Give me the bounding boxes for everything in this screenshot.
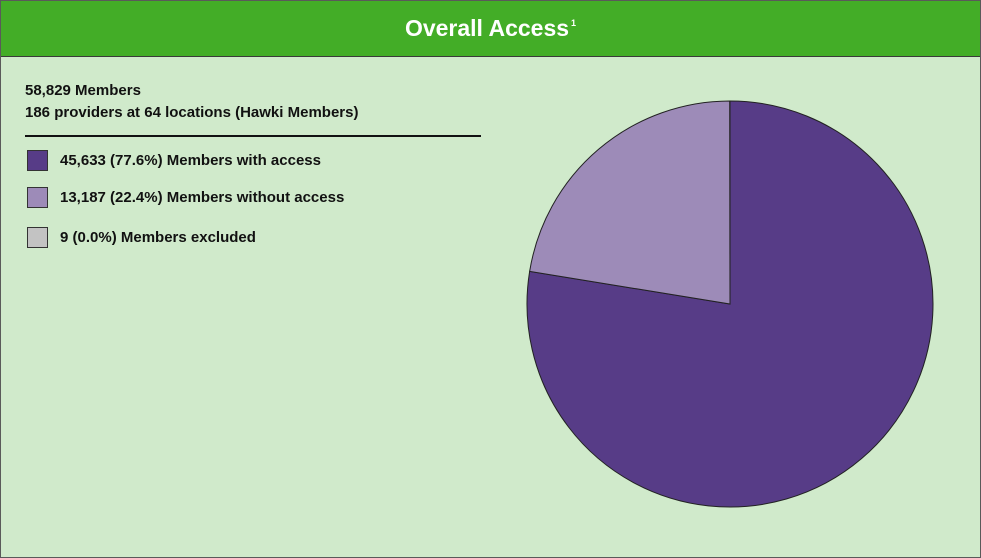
panel-title: Overall Access <box>404 15 570 41</box>
summary-providers: 186 providers at 64 locations (Hawki Mem… <box>25 104 359 121</box>
summary-total-members: 58,829 Members <box>25 82 141 99</box>
legend-item-excluded: 9 (0.0%) Members excluded <box>27 225 256 249</box>
legend-item-with-access: 45,633 (77.6%) Members with access <box>27 148 321 172</box>
legend-label-without-access: 13,187 (22.4%) Members without access <box>60 188 345 206</box>
legend-swatch-excluded <box>27 226 48 248</box>
member-summary: 58,829 Members 186 providers at 64 locat… <box>25 80 358 124</box>
legend-swatch-without-access <box>27 186 48 208</box>
legend-item-without-access: 13,187 (22.4%) Members without access <box>27 185 344 209</box>
panel-header: Overall Access 1 <box>1 1 980 57</box>
legend-label-excluded: 9 (0.0%) Members excluded <box>60 228 256 246</box>
legend-swatch-with-access <box>27 149 48 171</box>
pie-slice-members-without-access <box>529 100 731 305</box>
legend-label-with-access: 45,633 (77.6%) Members with access <box>60 151 321 169</box>
footnote-marker: 1 <box>571 17 577 28</box>
divider <box>25 135 481 137</box>
